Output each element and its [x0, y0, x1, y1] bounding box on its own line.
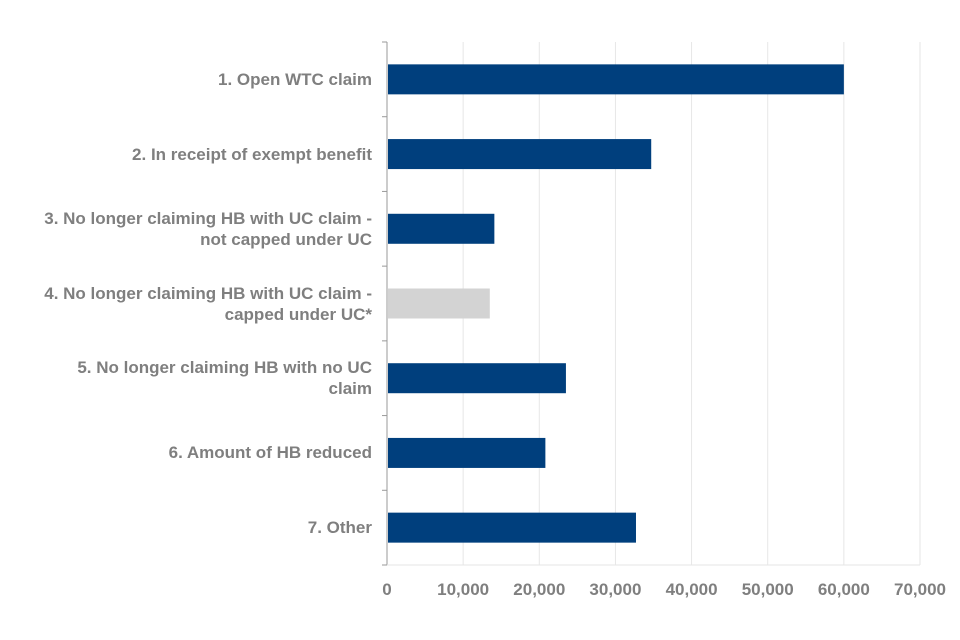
x-tick-label-1: 10,000 — [437, 580, 489, 599]
bar-2 — [388, 139, 652, 170]
x-tick-label-0: 0 — [382, 580, 391, 599]
bar-7 — [388, 512, 636, 543]
x-tick-label-4: 40,000 — [666, 580, 718, 599]
x-tick-label-7: 70,000 — [894, 580, 946, 599]
category-label-2: 2. In receipt of exempt benefit — [132, 144, 372, 164]
category-label-7: 7. Other — [307, 518, 372, 538]
bar-4 — [388, 288, 490, 319]
bars — [388, 64, 844, 543]
x-tick-label-2: 20,000 — [513, 580, 565, 599]
category-label-3: 3. No longer claiming HB with UC claim -… — [44, 208, 372, 249]
bar-3 — [388, 213, 495, 244]
bar-6 — [388, 437, 546, 468]
bar-1 — [388, 64, 844, 95]
category-label-1: 1. Open WTC claim — [218, 69, 372, 89]
x-tick-label-3: 30,000 — [589, 580, 641, 599]
x-tick-label-6: 60,000 — [818, 580, 870, 599]
bar-5 — [388, 363, 566, 394]
category-label-4: 4. No longer claiming HB with UC claim -… — [44, 283, 372, 324]
category-label-6: 6. Amount of HB reduced — [168, 443, 372, 463]
gridlines — [462, 42, 921, 565]
x-tick-label-5: 50,000 — [742, 580, 794, 599]
category-label-5: 5. No longer claiming HB with no UC clai… — [77, 358, 372, 399]
axes — [382, 41, 920, 566]
x-tick-labels: 0 10,000 20,000 30,000 40,000 50,000 60,000 70,… — [382, 580, 946, 599]
